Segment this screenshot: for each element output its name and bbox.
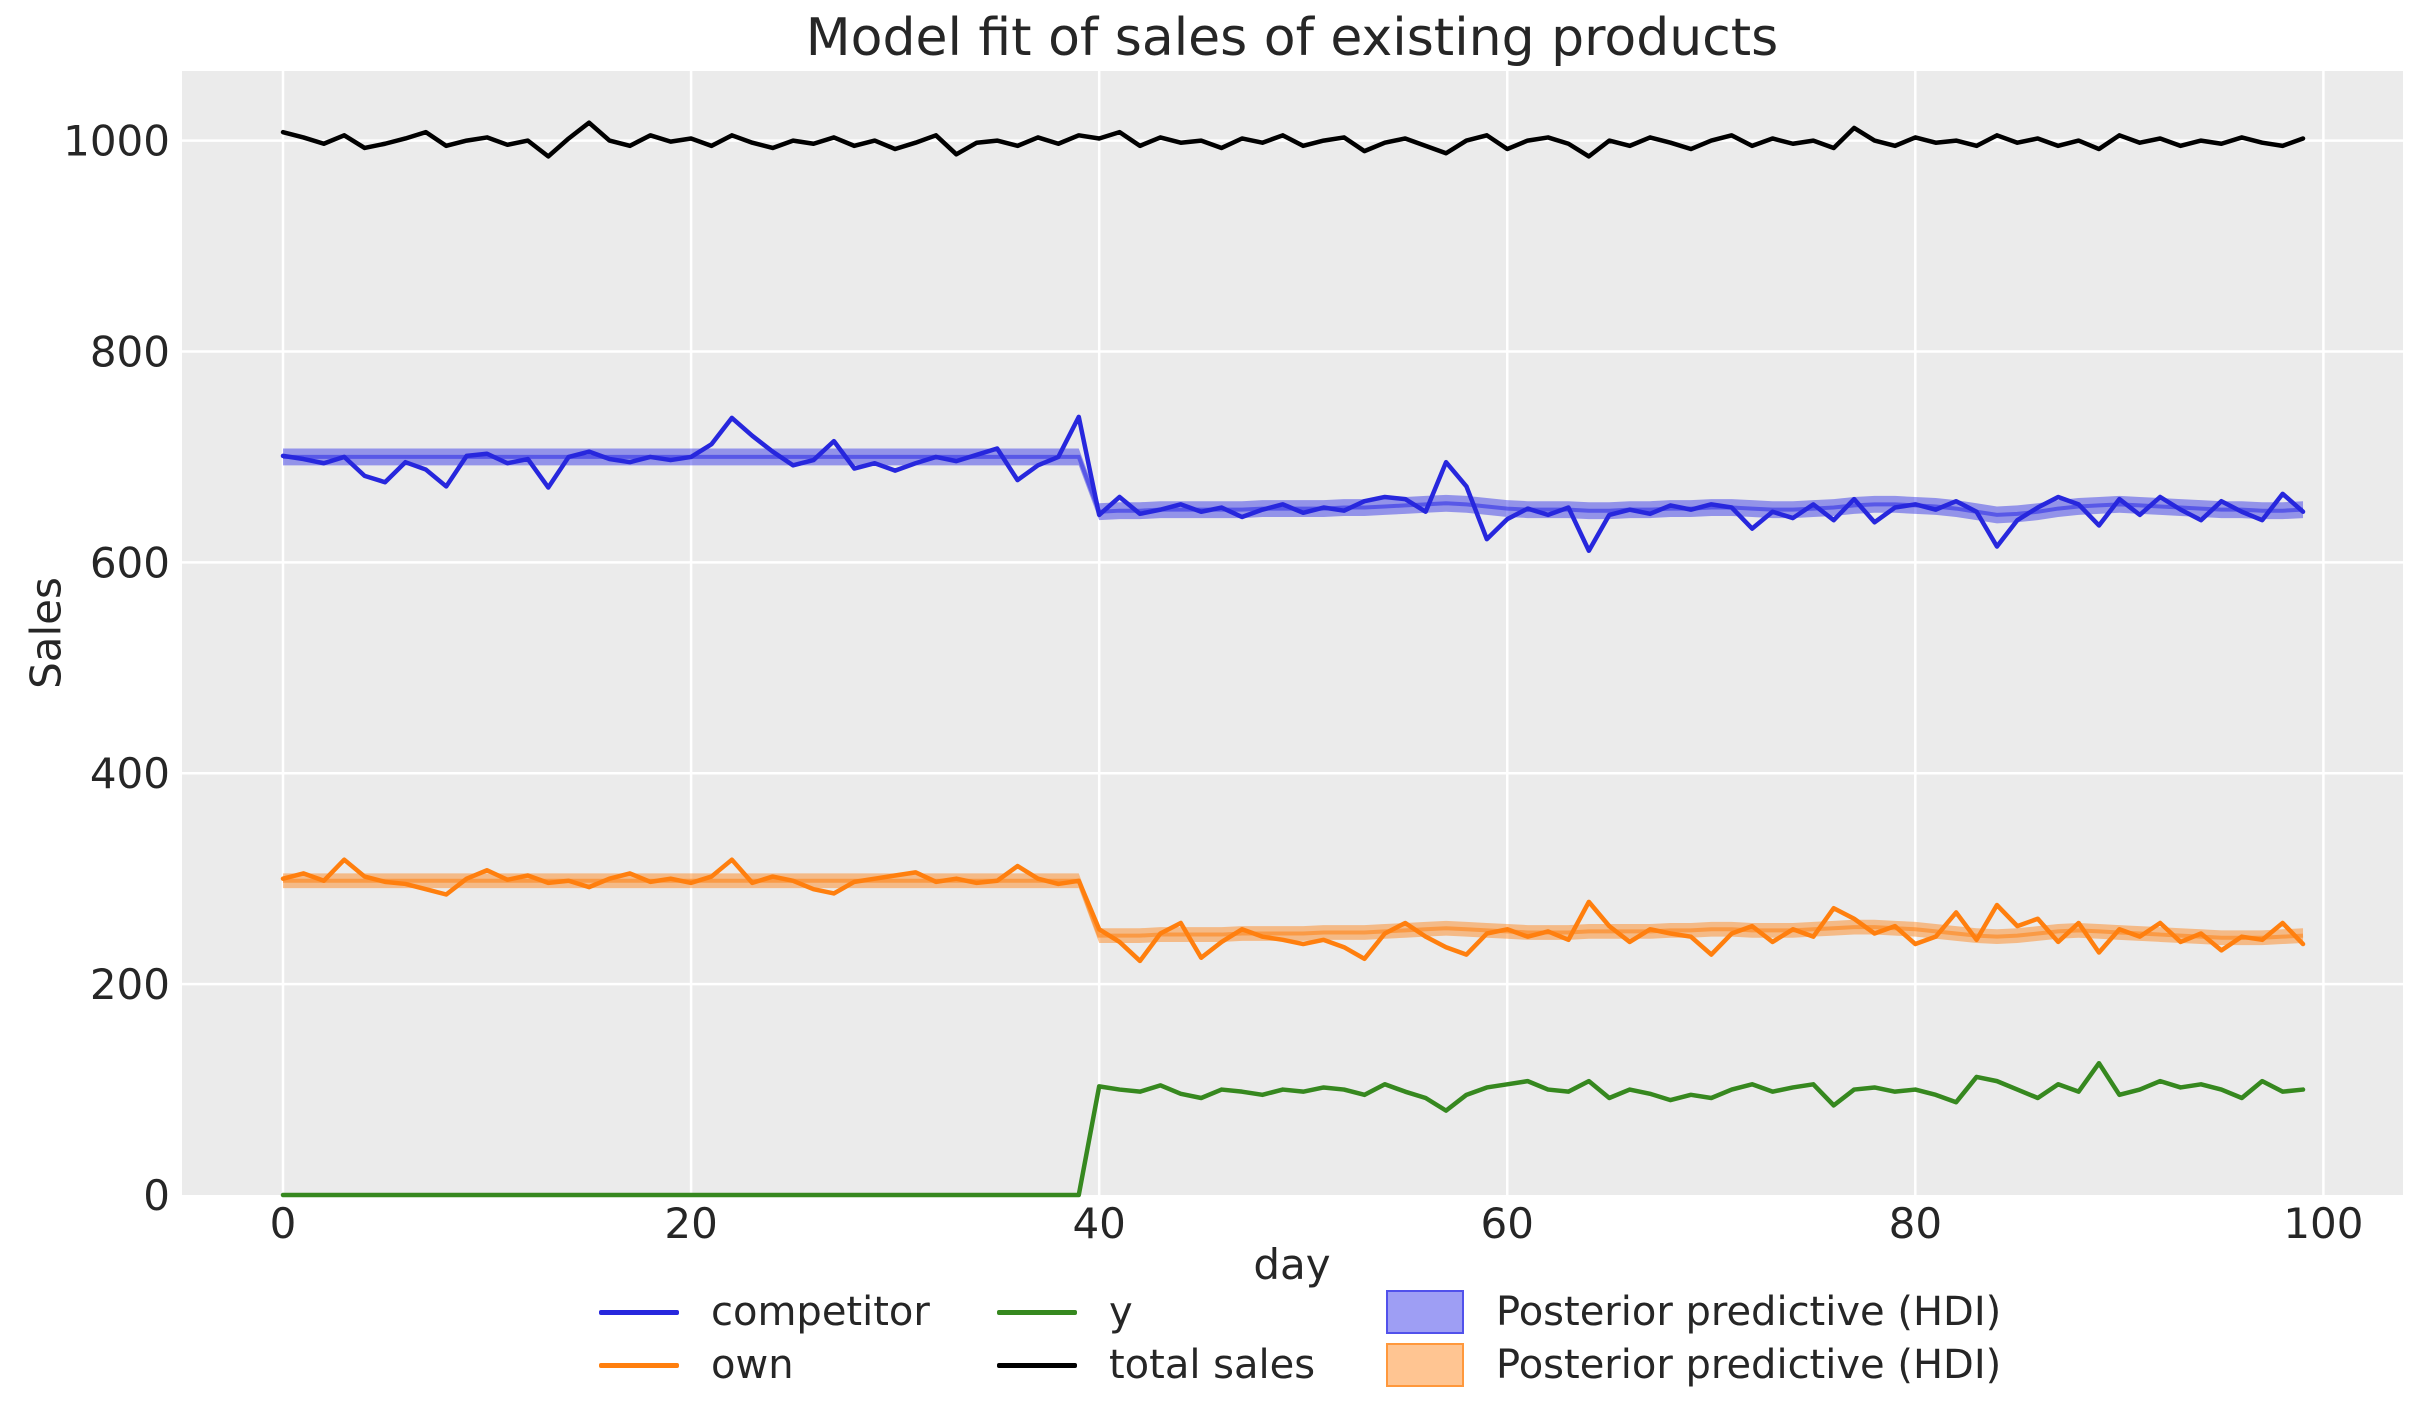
legend-item-total-sales: total sales <box>997 1342 1316 1388</box>
legend-label: Posterior predictive (HDI) <box>1496 1342 2002 1388</box>
x-tick-label: 20 <box>664 1199 717 1248</box>
hdi-band <box>283 448 2304 524</box>
x-tick-label: 0 <box>270 1199 297 1248</box>
x-tick-label: 100 <box>2283 1199 2363 1248</box>
legend-line-swatch-own <box>599 1362 679 1368</box>
legend-label: y <box>1109 1289 1133 1335</box>
x-tick-label: 80 <box>1889 1199 1942 1248</box>
y-tick-label: 0 <box>143 1171 170 1220</box>
legend-item-competitor: competitor <box>599 1289 930 1335</box>
y-tick-label: 200 <box>90 960 170 1009</box>
legend-item-y: y <box>997 1289 1133 1335</box>
legend-item-posterior-predictive-orange: Posterior predictive (HDI) <box>1386 1342 2002 1388</box>
legend-line-swatch-competitor <box>599 1309 679 1315</box>
series-line-own <box>280 857 2306 964</box>
x-tick-label: 60 <box>1481 1199 1534 1248</box>
series-line-y <box>280 1060 2306 1198</box>
legend-line-swatch-y <box>997 1309 1077 1315</box>
series-line-competitor <box>280 414 2306 554</box>
legend-label: own <box>711 1342 794 1388</box>
plot-area <box>182 71 2403 1195</box>
series-line-total-sales <box>280 120 2306 159</box>
legend-label: competitor <box>711 1289 930 1335</box>
legend-patch-swatch-orange <box>1386 1343 1464 1387</box>
y-tick-label: 800 <box>90 327 170 376</box>
x-tick-label: 40 <box>1072 1199 1125 1248</box>
y-tick-label: 400 <box>90 749 170 798</box>
legend-line-swatch-total-sales <box>997 1362 1077 1368</box>
legend-label: Posterior predictive (HDI) <box>1496 1289 2002 1335</box>
hdi-band <box>283 873 2304 946</box>
y-tick-label: 600 <box>90 538 170 587</box>
x-axis-label: day <box>1253 1240 1331 1289</box>
chart-title: Model fit of sales of existing products <box>805 8 1779 68</box>
posterior-mean-line <box>283 878 2304 940</box>
legend-item-posterior-predictive-blue: Posterior predictive (HDI) <box>1386 1289 2002 1335</box>
legend-patch-swatch-blue <box>1386 1290 1464 1334</box>
legend-label: total sales <box>1109 1342 1316 1388</box>
y-axis-label: Sales <box>21 577 71 689</box>
y-tick-label: 1000 <box>63 117 170 166</box>
legend-item-own: own <box>599 1342 794 1388</box>
